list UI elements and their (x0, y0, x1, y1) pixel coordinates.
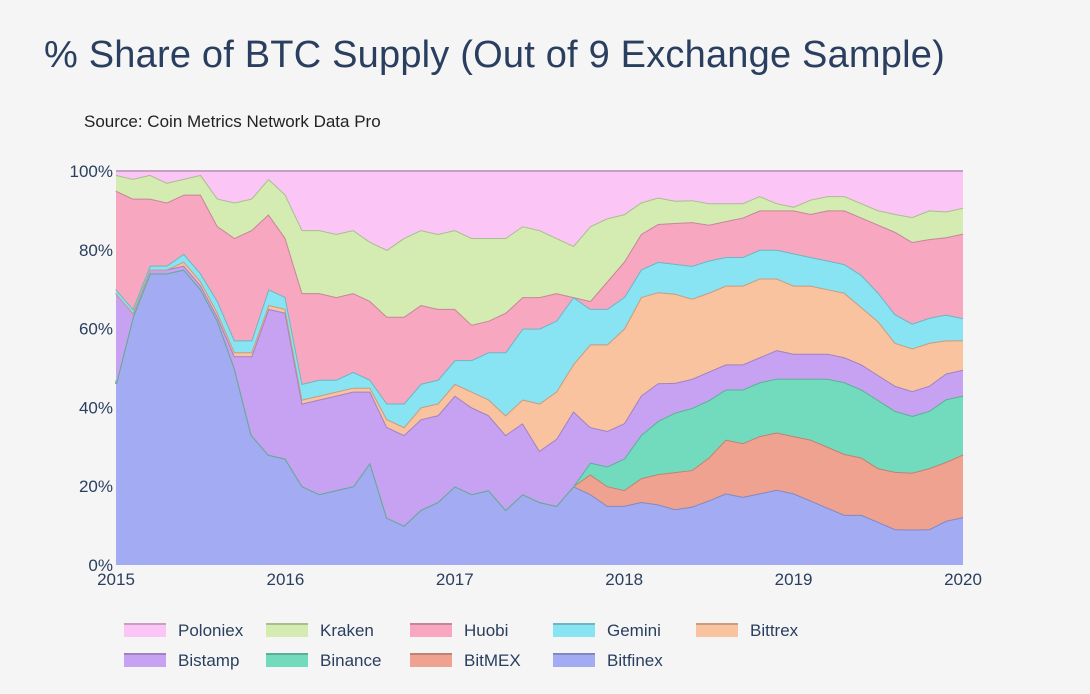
area-bitfinex (116, 269, 963, 565)
area-bistamp (116, 265, 963, 526)
area-bittrex (116, 261, 963, 451)
x-tick-label: 2018 (605, 570, 643, 589)
legend-swatch-bistamp[interactable] (124, 653, 166, 667)
legend-label-bittrex[interactable]: Bittrex (750, 621, 799, 640)
legend-swatch-binance[interactable] (266, 653, 308, 667)
x-tick-label: 2019 (775, 570, 813, 589)
y-tick-label: 100% (70, 162, 113, 181)
y-tick-label: 40% (79, 398, 113, 417)
legend-label-bitfinex[interactable]: Bitfinex (607, 651, 663, 670)
legend-label-huobi[interactable]: Huobi (464, 621, 508, 640)
y-tick-label: 20% (79, 477, 113, 496)
legend-swatch-poloniex[interactable] (124, 623, 166, 637)
area-series-group (115, 170, 964, 565)
x-tick-label: 2020 (944, 570, 982, 589)
legend-swatch-bitmex[interactable] (410, 653, 452, 667)
legend-swatch-bitfinex[interactable] (553, 653, 595, 667)
area-bitmex (116, 269, 963, 530)
chart-title: % Share of BTC Supply (Out of 9 Exchange… (44, 34, 945, 76)
chart-subtitle: Source: Coin Metrics Network Data Pro (84, 112, 381, 131)
legend-swatch-gemini[interactable] (553, 623, 595, 637)
legend-label-bistamp[interactable]: Bistamp (178, 651, 239, 670)
legend-label-gemini[interactable]: Gemini (607, 621, 661, 640)
legend: Poloniex Kraken Huobi Gemini Bittrex Bistamp B… (124, 621, 799, 670)
legend-label-binance[interactable]: Binance (320, 651, 381, 670)
legend-label-bitmex[interactable]: BitMEX (464, 651, 521, 670)
x-tick-label: 2016 (266, 570, 304, 589)
x-tick-label: 2015 (97, 570, 135, 589)
legend-label-poloniex[interactable]: Poloniex (178, 621, 244, 640)
x-tick-label: 2017 (436, 570, 474, 589)
legend-label-kraken[interactable]: Kraken (320, 621, 374, 640)
y-axis: 0% 20% 40% 60% 80% 100% (70, 162, 113, 575)
area-gemini (116, 249, 963, 428)
area-poloniex (116, 171, 963, 250)
x-axis: 2015 2016 2017 2018 2019 2020 (97, 570, 982, 589)
area-binance (116, 269, 963, 526)
y-tick-label: 0% (88, 556, 113, 575)
legend-swatch-huobi[interactable] (410, 623, 452, 637)
y-tick-label: 80% (79, 241, 113, 260)
legend-swatch-kraken[interactable] (266, 623, 308, 637)
y-tick-label: 60% (79, 320, 113, 339)
legend-swatch-bittrex[interactable] (696, 623, 738, 637)
area-kraken (116, 174, 963, 325)
